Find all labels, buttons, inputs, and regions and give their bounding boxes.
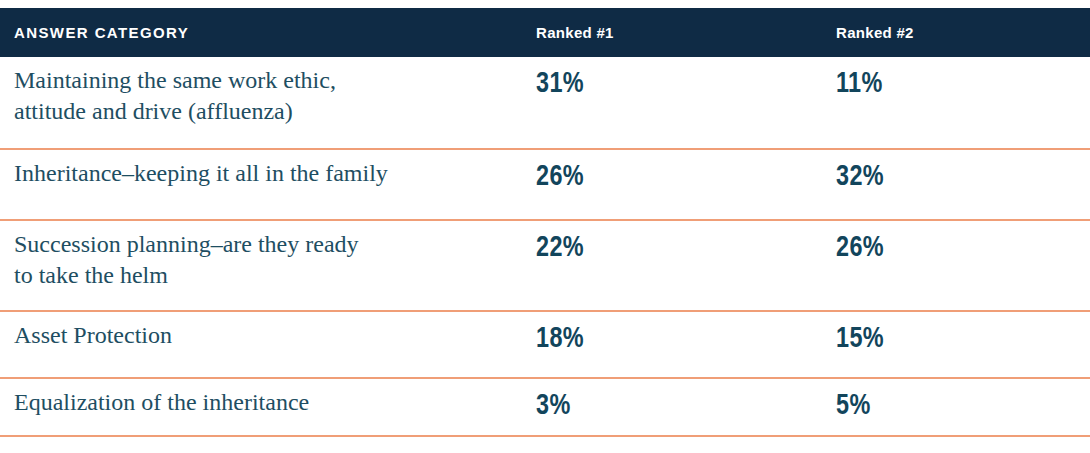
category-cell: Maintaining the same work ethic, attitud…	[0, 65, 536, 127]
ranked1-cell: 18%	[536, 320, 836, 354]
column-header-ranked-1: Ranked #1	[536, 24, 836, 41]
column-header-answer-category: ANSWER CATEGORY	[0, 24, 536, 41]
ranked1-value: 18%	[536, 320, 584, 354]
ranked2-value: 26%	[836, 229, 884, 263]
ranked1-value: 31%	[536, 65, 584, 99]
ranked2-cell: 26%	[836, 229, 1090, 263]
ranked1-cell: 26%	[536, 158, 836, 192]
category-cell: Succession planning–are they ready to ta…	[0, 229, 536, 291]
ranked1-cell: 31%	[536, 65, 836, 99]
ranked2-cell: 11%	[836, 65, 1090, 99]
column-header-ranked-2: Ranked #2	[836, 24, 1090, 41]
ranked1-cell: 22%	[536, 229, 836, 263]
category-cell: Inheritance–keeping it all in the family	[0, 158, 536, 189]
ranked1-value: 26%	[536, 158, 584, 192]
ranked1-value: 3%	[536, 387, 571, 421]
category-cell: Equalization of the inheritance	[0, 387, 536, 418]
ranked1-cell: 3%	[536, 387, 836, 421]
ranked2-cell: 15%	[836, 320, 1090, 354]
ranked2-cell: 32%	[836, 158, 1090, 192]
category-cell: Asset Protection	[0, 320, 536, 351]
ranked2-value: 15%	[836, 320, 884, 354]
ranked2-cell: 5%	[836, 387, 1090, 421]
table-header-row: ANSWER CATEGORY Ranked #1 Ranked #2	[0, 8, 1090, 57]
ranked2-value: 5%	[836, 387, 871, 421]
table-row: Equalization of the inheritance 3% 5%	[0, 379, 1090, 437]
table-row: Asset Protection 18% 15%	[0, 312, 1090, 379]
ranked1-value: 22%	[536, 229, 584, 263]
table-row: Inheritance–keeping it all in the family…	[0, 150, 1090, 221]
table-row: Maintaining the same work ethic, attitud…	[0, 57, 1090, 150]
ranked2-value: 32%	[836, 158, 884, 192]
table-row: Succession planning–are they ready to ta…	[0, 221, 1090, 312]
ranking-table: ANSWER CATEGORY Ranked #1 Ranked #2 Main…	[0, 0, 1090, 453]
ranked2-value: 11%	[836, 65, 883, 99]
